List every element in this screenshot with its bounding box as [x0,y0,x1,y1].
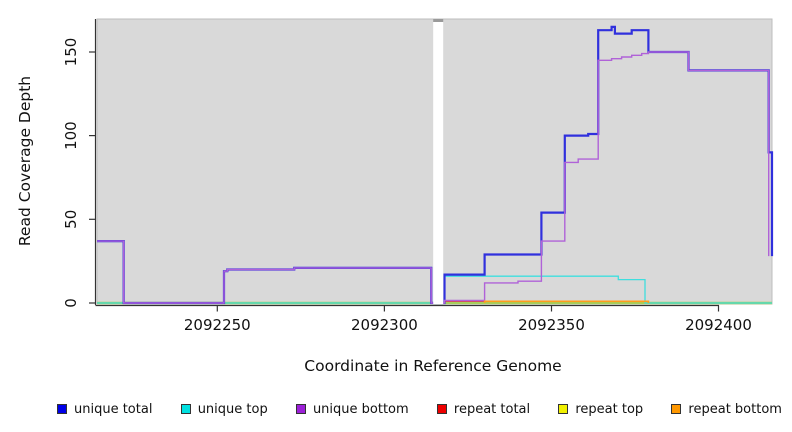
ticks-group: 2092250 2092300 2092350 2092400 0 50 100 150 [62,38,752,334]
legend-swatch-repeat-total [436,404,447,414]
legend-label-unique-top: unique top [197,401,268,417]
x-tick-label: 2092300 [351,316,418,334]
x-tick-label: 2092400 [685,316,752,334]
coverage-plot: 2092250 2092300 2092350 2092400 0 50 100 150 Re… [16,18,774,375]
legend-swatch-unique-top [180,404,191,414]
series-group [97,25,774,305]
legend-label-unique-bottom: unique bottom [312,401,409,417]
legend-swatch-unique-total [57,404,67,414]
y-axis-title: Read Coverage Depth [16,76,34,246]
y-tick-label: 0 [62,298,80,308]
legend-swatch-repeat-top [558,404,569,414]
series-repeat-bottom-line [483,300,650,303]
x-axis-title: Coordinate in Reference Genome [304,357,561,375]
y-tick-label: 100 [62,121,80,150]
x-tick-label: 2092250 [184,316,251,334]
legend-label-repeat-top: repeat top [575,401,644,417]
masked-region [433,22,444,304]
legend-item-repeat-total: repeat total [436,401,531,417]
x-tick-label: 2092350 [518,316,585,334]
legend-item-unique-bottom: unique bottom [295,401,409,417]
legend-item-repeat-bottom: repeat bottom [671,402,782,417]
masked-region-cap [433,19,444,22]
series-unique-bottom-line [97,51,770,304]
legend-item-unique-total: unique total [57,402,152,417]
legend-swatch-unique-bottom [295,404,306,414]
legend-label-unique-total: unique total [74,401,153,417]
legend-label-repeat-total: repeat total [453,401,531,417]
chart-legend: unique total unique top unique bottom repea… [0,397,792,421]
y-tick-label: 50 [62,210,80,229]
legend-item-repeat-top: repeat top [558,402,643,417]
y-tick-label: 150 [62,38,80,67]
legend-label-repeat-bottom: repeat bottom [688,401,782,417]
legend-item-unique-top: unique top [180,401,268,417]
legend-swatch-repeat-bottom [671,404,682,414]
